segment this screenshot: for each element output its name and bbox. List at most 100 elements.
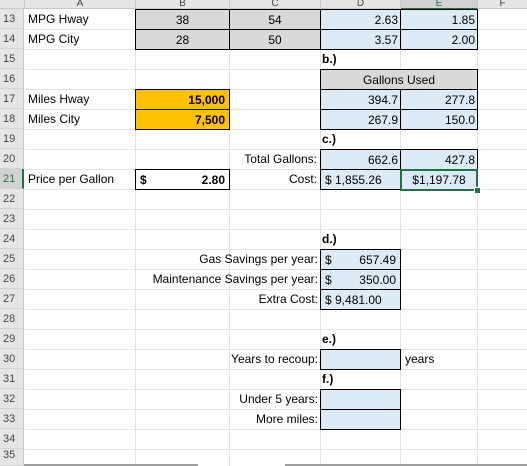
row-header-18[interactable]: 18 (0, 109, 24, 129)
gallons-hway-e-value: 277.8 (444, 92, 475, 107)
mpg-city-d-value: 3.57 (374, 32, 398, 47)
maintenance-savings-label: Maintenance Savings per year: (152, 272, 318, 286)
row-header-34[interactable]: 34 (0, 429, 24, 449)
cost-d-cell[interactable]: $ 1,855.26 (320, 169, 401, 190)
gallons-hway-d-cell[interactable]: 394.7 (320, 89, 401, 110)
column-header-b[interactable]: B (136, 0, 230, 9)
price-currency: $ (140, 172, 147, 187)
row-header-19[interactable]: 19 (0, 129, 24, 149)
years-unit-label: years (405, 352, 435, 366)
row-header-22[interactable]: 22 (0, 189, 24, 209)
row-header-33[interactable]: 33 (0, 409, 24, 429)
fill-handle[interactable] (474, 187, 481, 194)
mpg-hway-b-cell[interactable]: 38 (135, 9, 230, 30)
mpg-hway-c-value: 54 (268, 12, 282, 27)
section-c-label: c.) (322, 132, 337, 146)
gridline (25, 309, 527, 310)
row-header-15[interactable]: 15 (0, 49, 24, 69)
cost-e-value: $1,197.78 (412, 173, 466, 187)
cost-d-value: $ 1,855.26 (325, 172, 382, 187)
gridline (25, 269, 527, 270)
under-5-years-label: Under 5 years: (239, 392, 318, 406)
row-header-32[interactable]: 32 (0, 389, 24, 409)
row-header-29[interactable]: 29 (0, 329, 24, 349)
column-header-f[interactable]: F (478, 0, 527, 9)
row-header-31[interactable]: 31 (0, 369, 24, 389)
gallons-used-header-cell[interactable]: Gallons Used (320, 69, 478, 90)
gridline (25, 369, 527, 370)
price-per-gallon-input[interactable]: $ 2.80 (135, 169, 230, 190)
more-miles-cell[interactable] (320, 409, 401, 430)
row-header-21[interactable]: 21 (0, 169, 24, 189)
horizontal-scrollbar-track-right[interactable] (285, 464, 527, 466)
column-header-a[interactable]: A (25, 0, 136, 9)
row-header-35[interactable]: 35 (0, 449, 24, 466)
more-miles-value (321, 410, 398, 429)
gallons-used-header: Gallons Used (362, 72, 436, 87)
gridline (25, 429, 527, 430)
mpg-city-label: MPG City (28, 32, 80, 46)
mpg-city-b-value: 28 (175, 32, 190, 47)
section-e-label: e.) (322, 332, 337, 346)
total-gallons-d-cell[interactable]: 662.6 (320, 149, 401, 170)
section-b-label: b.) (322, 52, 337, 66)
mpg-city-d-cell[interactable]: 3.57 (320, 29, 401, 50)
cost-label: Cost: (288, 172, 317, 186)
select-all-corner[interactable] (0, 0, 25, 9)
mpg-hway-c-cell[interactable]: 54 (229, 9, 321, 30)
mpg-city-b-cell[interactable]: 28 (135, 29, 230, 50)
mpg-city-c-cell[interactable]: 50 (229, 29, 321, 50)
mpg-hway-e-cell[interactable]: 1.85 (400, 9, 478, 30)
total-gallons-label: Total Gallons: (244, 152, 317, 166)
under-5-years-cell[interactable] (320, 389, 401, 410)
gallons-hway-e-cell[interactable]: 277.8 (400, 89, 478, 110)
row-header-14[interactable]: 14 (0, 29, 24, 49)
horizontal-scrollbar-track-left[interactable] (24, 464, 198, 466)
mpg-hway-e-value: 1.85 (451, 12, 475, 27)
row-header-24[interactable]: 24 (0, 229, 24, 249)
gas-savings-currency: $ (325, 252, 332, 267)
maintenance-savings-value: 350.00 (359, 272, 396, 287)
price-value: 2.80 (201, 172, 225, 187)
row-header-26[interactable]: 26 (0, 269, 24, 289)
gridline (25, 289, 527, 290)
column-header-c[interactable]: C (230, 0, 321, 9)
maintenance-savings-cell[interactable]: $ 350.00 (320, 269, 401, 290)
cost-e-cell-selected[interactable]: $1,197.78 (400, 169, 478, 191)
row-header-30[interactable]: 30 (0, 349, 24, 369)
gridline (25, 209, 527, 210)
gas-savings-value: 657.49 (359, 252, 396, 267)
gallons-hway-d-value: 394.7 (367, 92, 398, 107)
gridline (25, 409, 527, 410)
gridline (25, 249, 527, 250)
row-header-28[interactable]: 28 (0, 309, 24, 329)
gridline (320, 8, 321, 466)
extra-cost-cell[interactable]: $ 9,481.00 (320, 289, 401, 310)
extra-cost-label: Extra Cost: (258, 292, 318, 306)
section-f-label: f.) (322, 372, 334, 386)
row-header-27[interactable]: 27 (0, 289, 24, 309)
gridline (25, 69, 527, 70)
row-header-17[interactable]: 17 (0, 89, 24, 109)
mpg-city-e-cell[interactable]: 2.00 (400, 29, 478, 50)
row-header-20[interactable]: 20 (0, 149, 24, 169)
years-to-recoup-label: Years to recoup: (231, 352, 318, 366)
total-gallons-e-cell[interactable]: 427.8 (400, 149, 478, 170)
mpg-hway-d-cell[interactable]: 2.63 (320, 9, 401, 30)
row-header-16[interactable]: 16 (0, 69, 24, 89)
gridline (135, 8, 136, 466)
row-header-25[interactable]: 25 (0, 249, 24, 269)
maintenance-savings-currency: $ (325, 272, 332, 287)
row-header-23[interactable]: 23 (0, 209, 24, 229)
gallons-city-d-cell[interactable]: 267.9 (320, 109, 401, 130)
gallons-city-e-cell[interactable]: 150.0 (400, 109, 478, 130)
total-gallons-d-value: 662.6 (367, 152, 398, 167)
gas-savings-cell[interactable]: $ 657.49 (320, 249, 401, 270)
miles-hway-input[interactable]: 15,000 (135, 89, 230, 110)
under-5-years-value (321, 390, 398, 409)
miles-city-input[interactable]: 7,500 (135, 109, 230, 130)
row-header-13[interactable]: 13 (0, 9, 24, 29)
years-to-recoup-cell[interactable] (320, 349, 401, 370)
column-header-d[interactable]: D (321, 0, 401, 9)
